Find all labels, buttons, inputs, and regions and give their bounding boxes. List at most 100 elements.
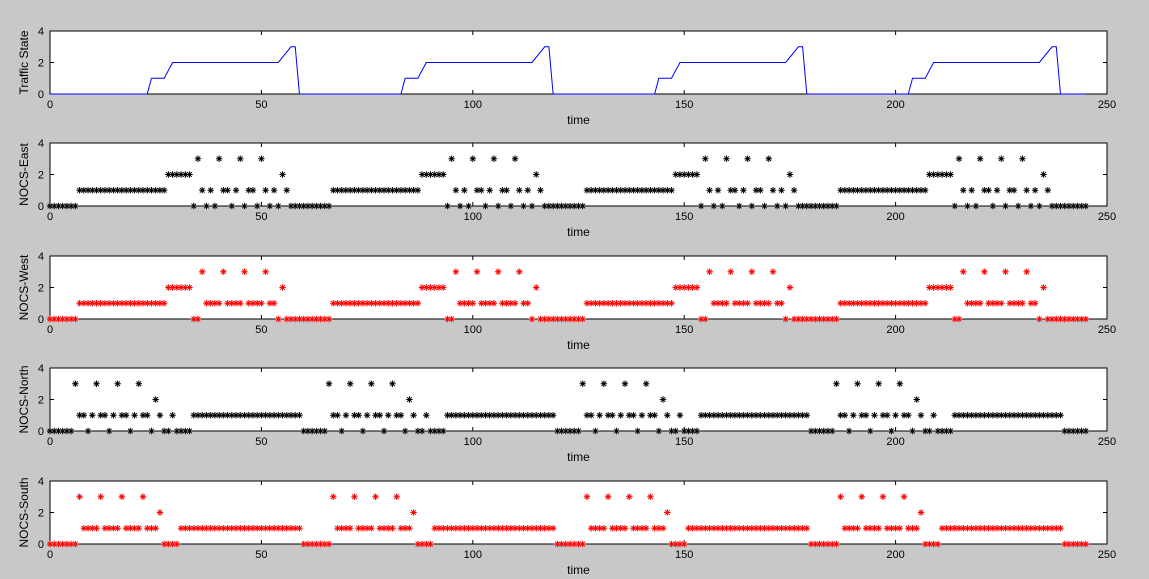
data-point — [177, 525, 185, 532]
data-point — [833, 315, 840, 323]
data-point — [769, 412, 777, 419]
data-point — [156, 412, 164, 419]
data-point — [431, 525, 438, 532]
data-point — [710, 525, 717, 532]
data-point — [930, 284, 937, 291]
data-point — [702, 315, 709, 323]
data-point — [283, 412, 290, 419]
data-point — [410, 412, 417, 419]
data-point — [262, 187, 269, 194]
data-point — [317, 202, 324, 210]
data-point — [968, 187, 975, 194]
data-point — [431, 171, 438, 178]
data-point — [672, 171, 679, 178]
data-point — [968, 525, 975, 532]
data-point — [998, 412, 1005, 419]
data-point — [795, 315, 802, 323]
data-point — [351, 300, 358, 307]
data-point — [562, 540, 570, 548]
data-point — [1074, 540, 1081, 548]
data-point — [710, 300, 717, 307]
data-point — [621, 525, 629, 532]
data-point — [127, 187, 134, 194]
data-point — [270, 300, 278, 307]
data-point — [1023, 187, 1030, 194]
data-point — [926, 540, 933, 548]
data-point — [486, 412, 493, 419]
data-point — [1015, 300, 1022, 307]
data-point — [972, 202, 980, 210]
data-point — [541, 525, 548, 532]
data-point — [499, 412, 506, 419]
data-point — [368, 380, 375, 387]
data-point — [127, 525, 134, 532]
data-point — [676, 171, 684, 178]
data-point — [706, 187, 713, 194]
data-point — [156, 187, 164, 194]
data-point — [600, 300, 608, 307]
data-point — [245, 525, 252, 532]
data-point — [80, 187, 88, 194]
data-point — [676, 284, 684, 291]
data-point — [461, 412, 468, 419]
data-point — [900, 300, 908, 307]
data-point — [702, 412, 709, 419]
data-point — [583, 412, 591, 419]
data-point — [740, 412, 747, 419]
data-point — [72, 202, 79, 210]
data-point — [435, 525, 443, 532]
data-point — [228, 202, 236, 210]
data-point — [144, 525, 151, 532]
data-point — [258, 155, 265, 162]
data-point — [397, 187, 405, 194]
data-point — [186, 284, 193, 291]
data-point — [275, 412, 282, 419]
data-point — [604, 300, 612, 307]
data-point — [389, 380, 396, 387]
data-point — [981, 187, 988, 194]
data-point — [266, 300, 274, 307]
data-point — [440, 284, 447, 291]
data-point — [1002, 268, 1009, 275]
data-point — [1006, 525, 1013, 532]
data-point — [554, 315, 561, 323]
data-point — [896, 300, 904, 307]
data-point — [981, 525, 988, 532]
data-point — [769, 525, 777, 532]
data-point — [346, 300, 354, 307]
data-point — [148, 427, 155, 435]
data-point — [237, 412, 244, 419]
data-point — [617, 187, 624, 194]
data-point — [177, 427, 185, 435]
data-point — [427, 284, 434, 291]
data-point — [566, 315, 574, 323]
data-point — [105, 427, 113, 435]
data-point — [727, 187, 734, 194]
data-point — [769, 187, 777, 194]
data-point — [144, 187, 151, 194]
data-point — [558, 315, 565, 323]
data-point — [270, 187, 278, 194]
data-point — [706, 412, 713, 419]
data-point — [943, 284, 950, 291]
data-point — [190, 412, 197, 419]
data-point — [757, 412, 764, 419]
data-point — [867, 187, 874, 194]
data-point — [960, 525, 967, 532]
data-point — [156, 300, 164, 307]
data-point — [313, 540, 320, 548]
data-point — [621, 380, 629, 387]
data-point — [1036, 412, 1043, 419]
data-point — [524, 187, 531, 194]
data-point — [955, 412, 963, 419]
data-point — [905, 300, 912, 307]
data-point — [253, 202, 261, 210]
data-point — [1053, 202, 1060, 210]
data-point — [241, 412, 248, 419]
data-point — [317, 540, 324, 548]
data-point — [786, 171, 794, 178]
data-point — [494, 202, 502, 210]
data-point — [917, 187, 925, 194]
data-point — [393, 493, 400, 500]
data-point — [938, 427, 946, 435]
